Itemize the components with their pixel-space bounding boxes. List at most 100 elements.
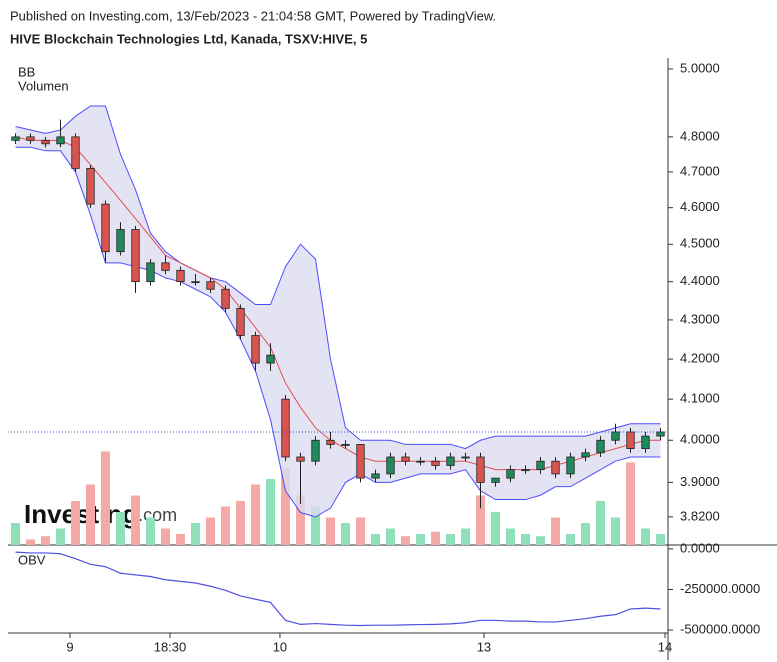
candle-body	[551, 460, 560, 475]
candle-body	[461, 456, 470, 459]
candle-body	[626, 431, 635, 450]
candle-body	[356, 444, 365, 479]
candle-body	[146, 262, 155, 283]
y-tick-label: 4.1000	[680, 391, 720, 406]
candle-body	[266, 354, 275, 364]
candle-body	[251, 335, 260, 364]
candle-body	[161, 262, 170, 271]
volume-bar	[401, 536, 410, 545]
candle-body	[101, 203, 110, 253]
candle-body	[506, 469, 515, 479]
volume-bar	[356, 517, 365, 545]
volume-bar	[221, 506, 230, 545]
volume-bar	[71, 501, 80, 545]
x-tick-label: 14	[658, 639, 672, 654]
candle-body	[491, 477, 500, 483]
volume-bar	[146, 517, 155, 545]
volume-bar	[311, 506, 320, 545]
volume-bar	[41, 536, 50, 545]
volume-bar	[491, 512, 500, 545]
volume-bar	[11, 523, 20, 545]
volume-bar	[116, 512, 125, 545]
candle-body	[341, 444, 350, 446]
volume-bar	[416, 534, 425, 545]
candle-body	[206, 281, 215, 290]
volume-bar	[236, 501, 245, 545]
candle-body	[116, 229, 125, 253]
volume-bar	[251, 484, 260, 545]
y-tick-label: 3.8200	[680, 508, 720, 523]
candle-body	[191, 281, 200, 284]
volume-bar	[476, 495, 485, 545]
candle-body	[386, 456, 395, 475]
volume-bar	[281, 468, 290, 545]
y-tick-label: 5.0000	[680, 60, 720, 75]
obv-line	[15, 551, 661, 627]
volume-bar	[566, 534, 575, 545]
symbol-title: HIVE Blockchain Technologies Ltd, Kanada…	[10, 31, 367, 46]
published-note: Published on Investing.com, 13/Feb/2023 …	[10, 8, 496, 23]
indicator-label: Volumen	[18, 78, 69, 93]
candle-body	[41, 139, 50, 145]
volume-bar	[431, 531, 440, 545]
candle-body	[86, 167, 95, 205]
volume-bar	[386, 528, 395, 545]
candle-body	[311, 439, 320, 462]
candle-body	[371, 473, 380, 479]
y-tick-label: 4.6000	[680, 199, 720, 214]
x-tick-label: 10	[273, 639, 287, 654]
candle-body	[56, 136, 65, 145]
watermark-suffix: .com	[138, 505, 177, 525]
volume-bar	[161, 528, 170, 545]
volume-bar	[461, 528, 470, 545]
candle-body	[401, 456, 410, 462]
y-tick-label: 4.2000	[680, 351, 720, 366]
volume-bar	[506, 528, 515, 545]
candle-body	[641, 435, 650, 450]
volume-bar	[446, 534, 455, 545]
candle-body	[26, 136, 35, 141]
candle-body	[326, 439, 335, 445]
volume-bar	[596, 501, 605, 545]
indicator-label: OBV	[18, 552, 46, 567]
x-tick-label: 18:30	[154, 639, 187, 654]
volume-bar	[26, 539, 35, 545]
volume-bar	[191, 523, 200, 545]
volume-bar	[581, 523, 590, 545]
volume-bar	[371, 534, 380, 545]
candle-body	[416, 460, 425, 463]
indicator-label: BB	[18, 64, 35, 79]
volume-bar	[266, 479, 275, 545]
candle-body	[221, 288, 230, 309]
volume-bar	[206, 517, 215, 545]
candle-body	[11, 136, 20, 141]
candle-body	[281, 398, 290, 458]
candle-body	[236, 307, 245, 336]
candle-body	[131, 229, 140, 283]
volume-bar	[551, 517, 560, 545]
volume-bar	[56, 528, 65, 545]
y-tick-label: 4.5000	[680, 236, 720, 251]
candle-body	[446, 456, 455, 466]
y-tick-label: 0.0000	[680, 540, 720, 555]
candle-body	[431, 460, 440, 466]
candle-body	[611, 431, 620, 441]
volume-bar	[131, 495, 140, 545]
volume-bar	[326, 517, 335, 545]
y-tick-label: 4.4000	[680, 273, 720, 288]
candle-body	[536, 460, 545, 471]
volume-bar	[656, 534, 665, 545]
volume-bar	[536, 536, 545, 545]
candle-body	[596, 439, 605, 454]
volume-bar	[641, 528, 650, 545]
candle-body	[581, 452, 590, 458]
volume-bar	[626, 462, 635, 545]
y-tick-label: 4.3000	[680, 311, 720, 326]
candle-body	[176, 269, 185, 283]
candle-body	[566, 456, 575, 475]
volume-bar	[521, 534, 530, 545]
candle-body	[476, 456, 485, 483]
volume-bar	[101, 451, 110, 545]
band-upper	[15, 105, 661, 450]
volume-bar	[176, 534, 185, 545]
